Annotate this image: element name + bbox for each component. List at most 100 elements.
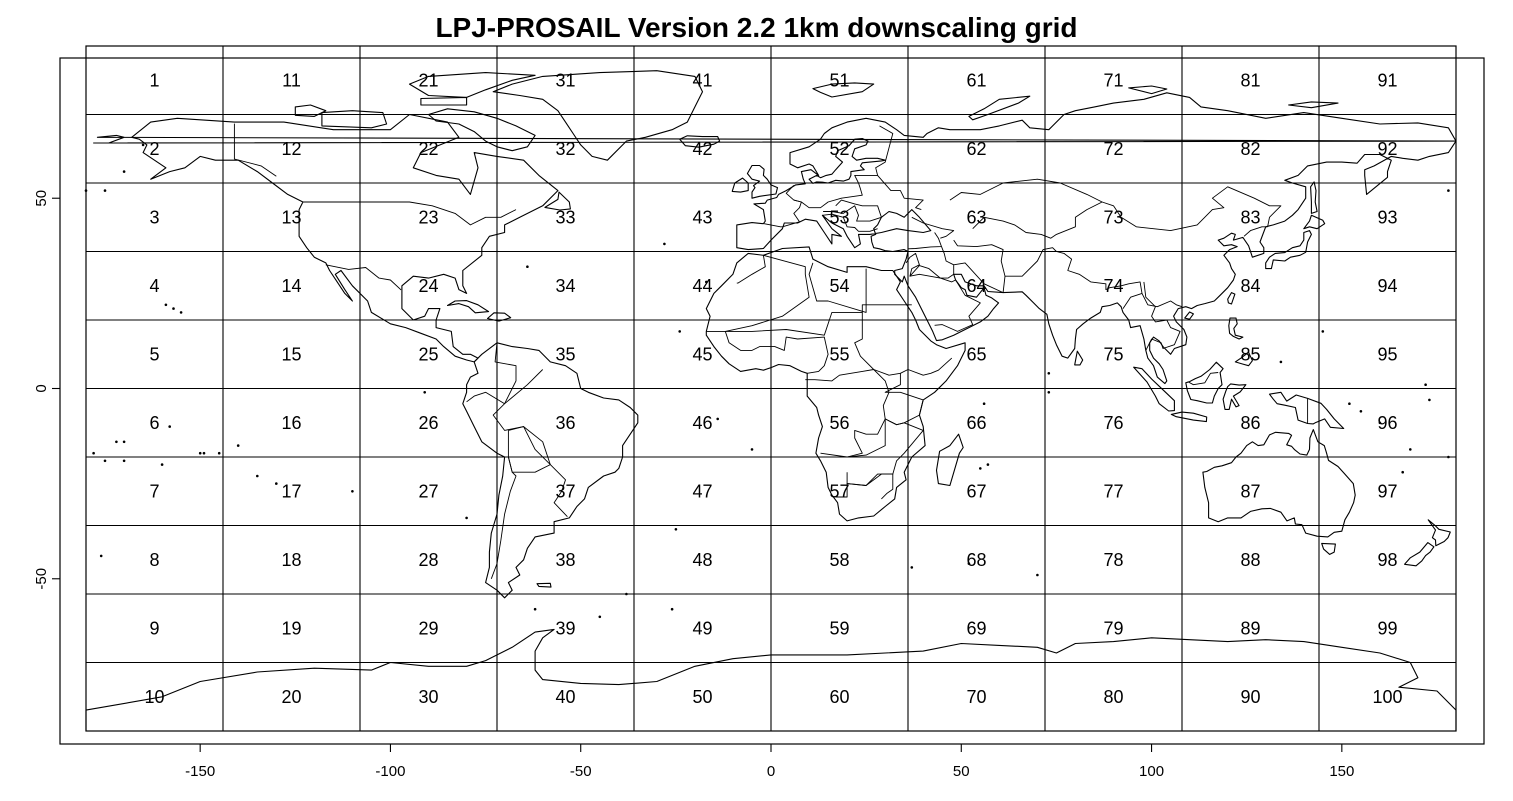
- cell-label-93: 93: [1377, 207, 1397, 227]
- border-china-sea: [1141, 293, 1183, 308]
- cell-label-20: 20: [281, 687, 301, 707]
- cell-label-75: 75: [1103, 344, 1123, 364]
- island-dot: [1279, 360, 1283, 364]
- cell-label-33: 33: [555, 207, 575, 227]
- landmass-new-siberian-islands: [1288, 101, 1339, 109]
- landmass-newfoundland: [544, 191, 571, 211]
- island-dot: [526, 265, 529, 269]
- landmass-svalbard: [812, 82, 875, 98]
- border-colombia-venezuela: [494, 342, 517, 404]
- landmass-baffin: [427, 108, 536, 152]
- cell-label-41: 41: [692, 70, 712, 90]
- border-middle-east: [905, 246, 955, 279]
- cell-label-79: 79: [1103, 618, 1123, 638]
- border-borneo-border: [1187, 372, 1219, 386]
- island-dot: [1424, 383, 1427, 387]
- cell-label-19: 19: [281, 618, 301, 638]
- landmass-ellesmere: [408, 72, 536, 98]
- map-title: LPJ-PROSAIL Version 2.2 1km downscaling …: [435, 12, 1078, 43]
- cell-label-27: 27: [418, 481, 438, 501]
- border-central-africa: [805, 369, 890, 458]
- cell-label-22: 22: [418, 139, 438, 159]
- cell-label-77: 77: [1103, 481, 1123, 501]
- island-dot: [1401, 470, 1404, 474]
- x-tick-label: 0: [767, 763, 775, 780]
- border-us-mexico: [325, 264, 402, 291]
- cell-label-94: 94: [1377, 276, 1397, 296]
- island-dot: [716, 417, 719, 421]
- cell-label-54: 54: [829, 276, 849, 296]
- cell-label-99: 99: [1377, 618, 1397, 638]
- cell-label-91: 91: [1377, 70, 1397, 90]
- cell-label-12: 12: [281, 139, 301, 159]
- border-europe-c: [823, 199, 882, 222]
- island-dot: [179, 311, 183, 314]
- cell-label-16: 16: [281, 413, 301, 433]
- landmass-antarctica-west: [85, 628, 1457, 732]
- island-dot: [275, 482, 278, 485]
- cell-label-11: 11: [282, 70, 301, 90]
- cell-label-24: 24: [418, 276, 438, 296]
- landmass-sri-lanka: [1074, 350, 1084, 366]
- landmass-hokkaido: [1303, 214, 1326, 230]
- border-peru-ecuador: [466, 391, 505, 405]
- island-dot: [217, 451, 221, 455]
- cell-label-57: 57: [829, 481, 849, 501]
- border-bolivia: [507, 426, 551, 473]
- border-maghreb: [725, 254, 810, 332]
- cell-label-1: 1: [149, 70, 159, 90]
- island-dot: [1348, 402, 1351, 406]
- island-dot: [255, 474, 259, 478]
- cell-labels: 1234567891011121314151617181920212223242…: [144, 70, 1402, 707]
- x-tick-label: 50: [953, 763, 970, 780]
- cell-label-85: 85: [1240, 344, 1260, 364]
- landmass-scandinavia-inner: [808, 137, 886, 184]
- cell-label-68: 68: [966, 550, 986, 570]
- island-dot: [663, 242, 666, 246]
- landmass-novaya-zemlya: [968, 95, 1031, 121]
- cell-label-72: 72: [1103, 139, 1123, 159]
- cell-label-59: 59: [829, 618, 849, 638]
- border-west-africa: [724, 331, 829, 374]
- border-caucasus: [911, 216, 955, 239]
- island-dot: [1321, 330, 1325, 333]
- border-alaska-canada: [233, 123, 277, 177]
- cell-label-74: 74: [1103, 276, 1123, 296]
- cell-label-51: 51: [829, 70, 849, 90]
- cell-label-49: 49: [692, 618, 712, 638]
- island-dot: [678, 330, 681, 333]
- cell-label-86: 86: [1240, 413, 1260, 433]
- cell-label-96: 96: [1377, 413, 1397, 433]
- cell-label-90: 90: [1240, 687, 1260, 707]
- cell-label-4: 4: [149, 276, 159, 296]
- cell-label-31: 31: [555, 70, 575, 90]
- landmass-eurasia: [736, 92, 1457, 385]
- landmass-new-guinea: [1268, 391, 1345, 430]
- cell-label-44: 44: [692, 276, 712, 296]
- border-balkans: [822, 213, 878, 232]
- island-dot: [705, 280, 708, 284]
- island-dot: [164, 303, 168, 307]
- cell-label-48: 48: [692, 550, 712, 570]
- border-iran-afghan: [953, 239, 1006, 294]
- landmass-falklands: [536, 582, 552, 588]
- island-dot: [1047, 391, 1051, 394]
- landmass-cuba: [446, 300, 490, 314]
- cell-label-88: 88: [1240, 550, 1260, 570]
- cell-label-60: 60: [829, 687, 849, 707]
- landmass-tasmania: [1321, 542, 1336, 555]
- cell-label-78: 78: [1103, 550, 1123, 570]
- cell-label-34: 34: [555, 276, 575, 296]
- border-russia-west: [877, 175, 924, 211]
- cell-label-100: 100: [1372, 687, 1402, 707]
- landmass-severnaya-zemlya: [1128, 85, 1168, 95]
- border-turkey-south: [907, 232, 942, 250]
- island-dot: [198, 451, 202, 455]
- landmass-japan: [1265, 230, 1312, 270]
- plot-frame: [59, 57, 1485, 745]
- x-tick-label: -150: [185, 763, 215, 780]
- island-dot: [1359, 410, 1363, 413]
- landmass-borneo: [1185, 361, 1224, 404]
- island-dot: [533, 607, 537, 611]
- cell-label-64: 64: [966, 276, 986, 296]
